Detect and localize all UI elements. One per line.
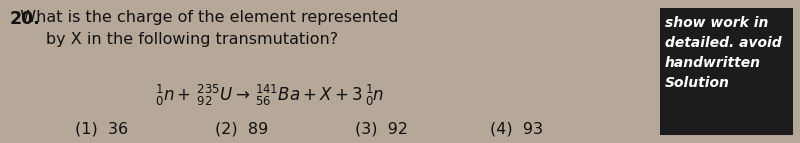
Text: by X in the following transmutation?: by X in the following transmutation? (10, 32, 338, 47)
Bar (660, 8, 793, 135)
Text: (1)  36: (1) 36 (75, 122, 128, 137)
Text: 20.: 20. (10, 10, 41, 28)
Text: What is the charge of the element represented: What is the charge of the element repres… (10, 10, 398, 25)
Text: (4)  93: (4) 93 (490, 122, 543, 137)
Text: (2)  89: (2) 89 (215, 122, 268, 137)
Text: (3)  92: (3) 92 (355, 122, 408, 137)
Text: $^1_0n + \,^{235}_{92}U \rightarrow \,^{141}_{56}Ba + X + 3\,^1_0n$: $^1_0n + \,^{235}_{92}U \rightarrow \,^{… (155, 83, 384, 108)
Text: show work in
detailed. avoid
handwritten
Solution: show work in detailed. avoid handwritten… (665, 16, 782, 90)
